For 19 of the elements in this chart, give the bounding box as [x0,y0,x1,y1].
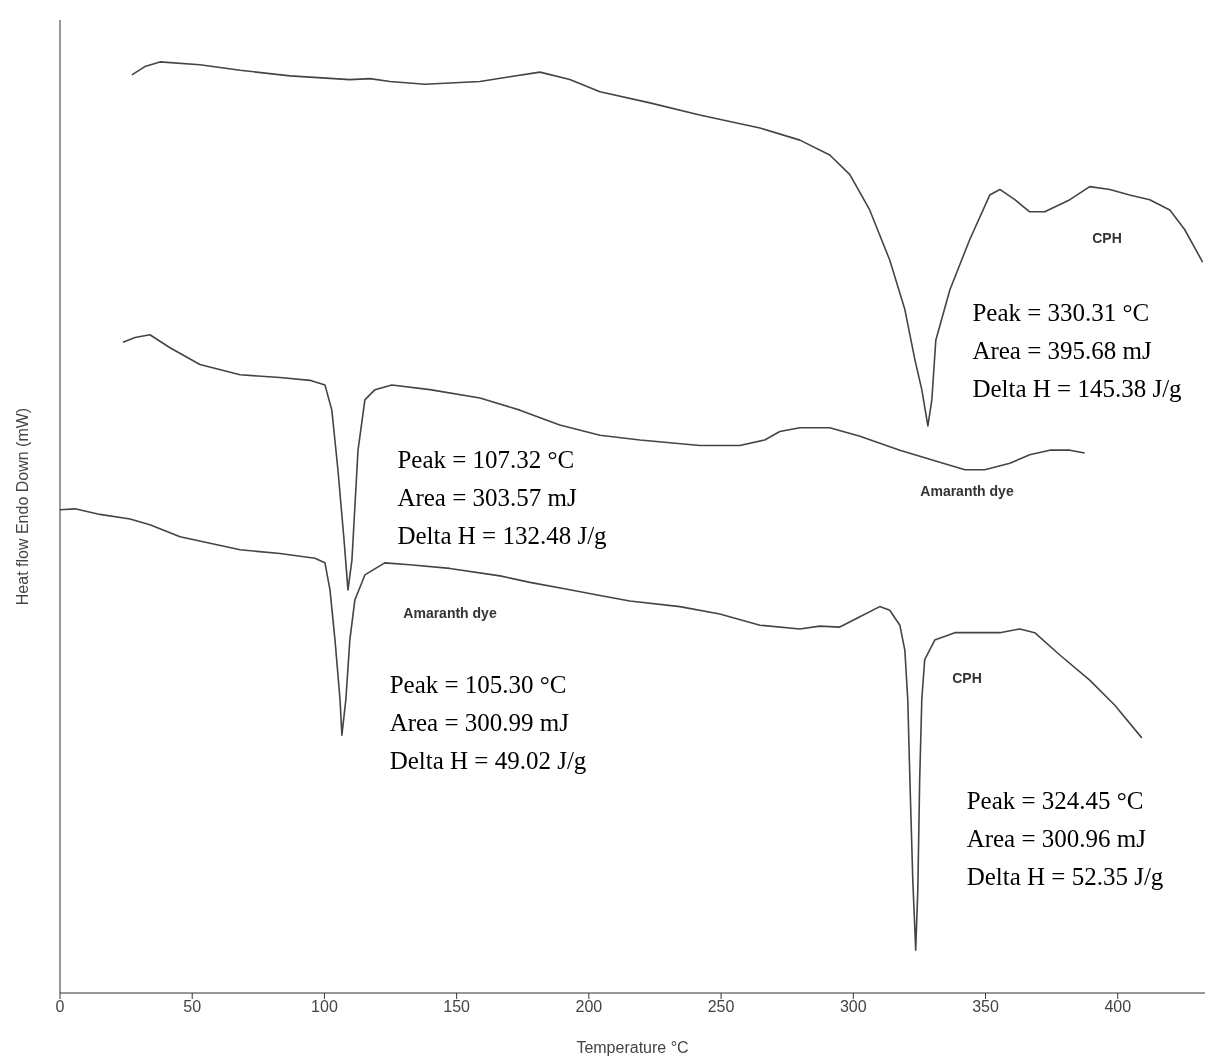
x-tick-label: 50 [183,998,202,1016]
y-axis-title: Heat flow Endo Down (mW) [13,407,31,606]
x-tick-label: 100 [311,998,338,1016]
annotation: Peak = 330.31 °C Area = 395.68 mJ Delta H = 145.38 J/g [972,298,1182,404]
x-tick-label: 0 [55,998,65,1016]
x-tick-label: 250 [707,998,735,1016]
annotation: Peak = 107.32 °C Area = 303.57 mJ Delta H = 132.48 J/g [397,445,607,551]
x-tick-label: 350 [972,998,999,1016]
annotation: CPH [1092,229,1122,247]
annotation: Peak = 105.30 °C Area = 300.99 mJ Delta H = 49.02 J/g [389,670,587,776]
annotation: CPH [952,669,982,687]
x-axis-title: Temperature °C [576,1039,689,1056]
annotation: Amaranth dye [403,604,497,622]
x-tick-label: 400 [1104,998,1132,1016]
annotation: Amaranth dye [920,482,1014,500]
x-tick-label: 200 [575,998,603,1016]
x-tick-label: 150 [443,998,471,1016]
annotation: Peak = 324.45 °C Area = 300.96 mJ Delta H = 52.35 J/g [966,786,1164,892]
x-tick-label: 300 [839,998,867,1016]
